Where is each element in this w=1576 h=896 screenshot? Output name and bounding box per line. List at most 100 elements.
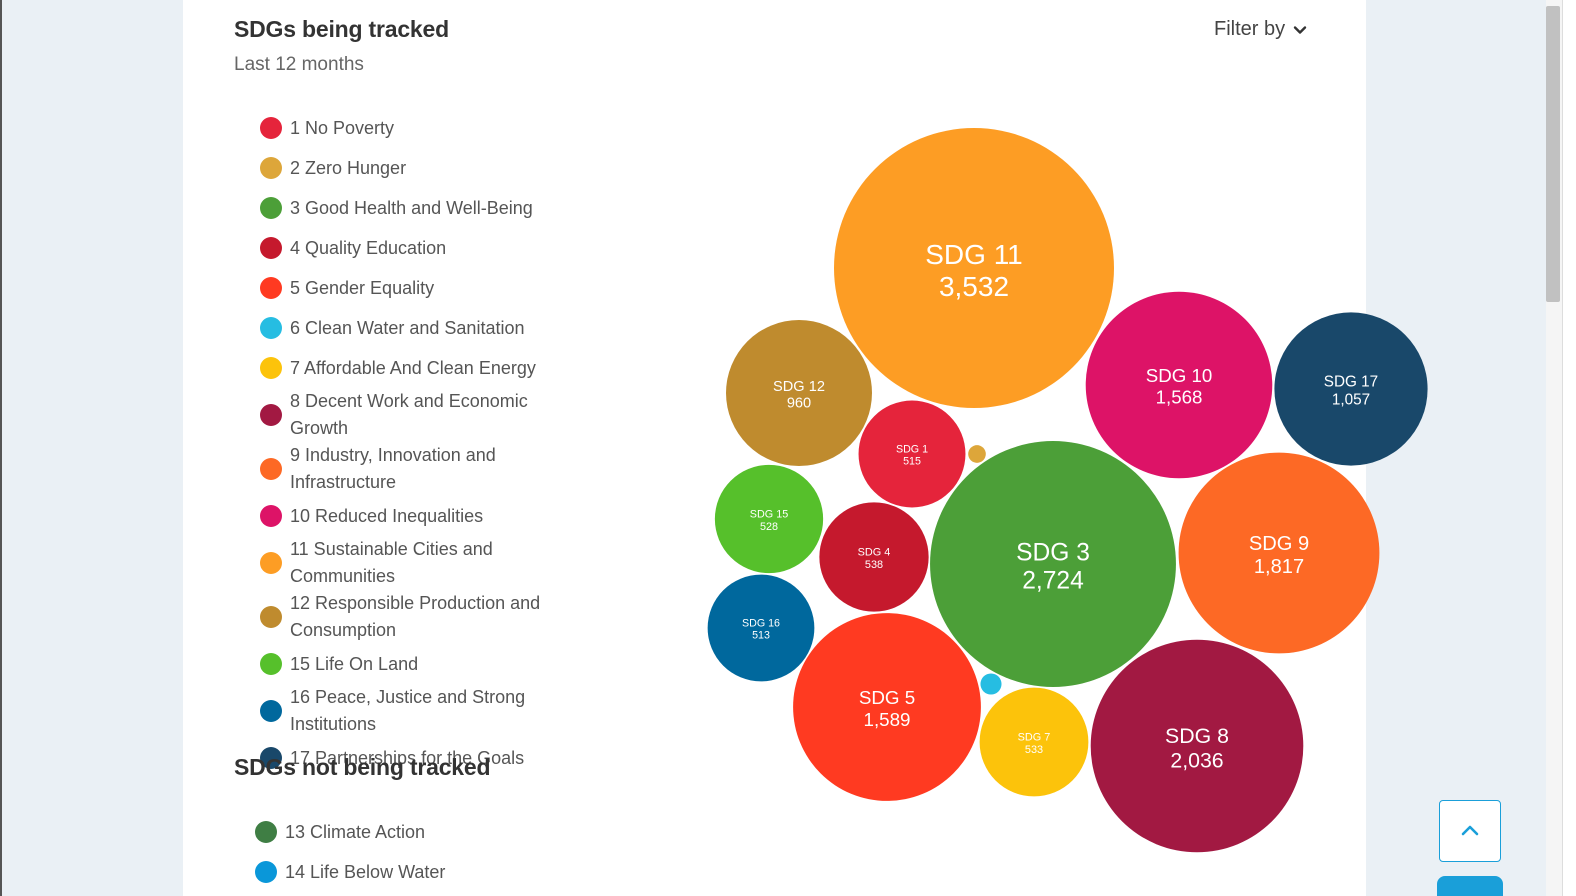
scroll-to-top-button[interactable] xyxy=(1439,800,1501,862)
bubble-value: 528 xyxy=(760,521,778,533)
bubble-sdg-17[interactable]: SDG 171,057 xyxy=(1274,312,1428,466)
bubble-label: SDG 8 xyxy=(1165,724,1229,748)
bubble-circle xyxy=(1090,639,1304,853)
filter-dropdown[interactable]: Filter by xyxy=(1214,18,1307,41)
legend-color-dot xyxy=(255,861,277,883)
bubble-label: SDG 11 xyxy=(925,239,1023,270)
bubble-sdg-11[interactable]: SDG 113,532 xyxy=(834,128,1114,408)
bubble-sdg-10[interactable]: SDG 101,568 xyxy=(1085,291,1273,479)
legend-color-dot xyxy=(260,700,282,722)
page-title: SDGs being tracked xyxy=(234,16,449,42)
legend-item[interactable]: 7 Affordable And Clean Energy xyxy=(260,348,640,388)
not-tracked-legend: 13 Climate Action 14 Life Below Water xyxy=(255,812,635,892)
legend-item[interactable]: 1 No Poverty xyxy=(260,108,640,148)
bubble-value: 1,817 xyxy=(1254,556,1304,578)
filter-label: Filter by xyxy=(1214,18,1286,40)
bubble-value: 513 xyxy=(752,630,770,642)
legend-color-dot xyxy=(260,197,282,219)
legend-color-dot xyxy=(260,747,282,769)
legend-label: 17 Partnerships for the Goals xyxy=(290,747,525,768)
legend-item[interactable]: 2 Zero Hunger xyxy=(260,148,640,188)
bubble-label: SDG 12 xyxy=(773,379,825,395)
bubble-label: SDG 5 xyxy=(859,687,915,708)
legend-label: 15 Life On Land xyxy=(290,653,419,674)
bubble-label: SDG 7 xyxy=(1018,731,1051,743)
legend-item-not-tracked[interactable]: 13 Climate Action xyxy=(255,812,635,852)
legend-item[interactable]: 5 Gender Equality xyxy=(260,268,640,308)
bubble-sdg-9[interactable]: SDG 91,817 xyxy=(1178,452,1380,654)
bubble-label: SDG 1 xyxy=(896,443,928,455)
bubble-value: 1,568 xyxy=(1156,387,1203,408)
bubble-circle xyxy=(726,320,872,466)
legend-item[interactable]: 12 Responsible Production and Consumptio… xyxy=(260,590,640,644)
bubble-small[interactable] xyxy=(968,445,986,463)
legend-label: 9 Industry, Innovation and Infrastructur… xyxy=(290,445,496,492)
legend-item[interactable]: 11 Sustainable Cities and Communities xyxy=(260,536,640,590)
legend-color-dot xyxy=(260,117,282,139)
bubble-value: 960 xyxy=(787,396,811,412)
legend-item[interactable]: 9 Industry, Innovation and Infrastructur… xyxy=(260,442,640,496)
page-subtitle: Last 12 months xyxy=(234,54,364,75)
legend-item-not-tracked[interactable]: 14 Life Below Water xyxy=(255,852,635,892)
bubble-circle xyxy=(1274,312,1428,466)
legend-color-dot xyxy=(260,277,282,299)
legend-label: 12 Responsible Production and Consumptio… xyxy=(290,593,541,640)
legend-item[interactable]: 6 Clean Water and Sanitation xyxy=(260,308,640,348)
scrollbar-thumb[interactable] xyxy=(1546,6,1560,302)
bubble-value: 515 xyxy=(903,456,921,468)
legend-item[interactable]: 4 Quality Education xyxy=(260,228,640,268)
window-edge-right xyxy=(1562,0,1576,896)
legend-label: 8 Decent Work and Economic Growth xyxy=(290,391,528,438)
bubble-label: SDG 4 xyxy=(858,546,891,558)
bubble-label: SDG 10 xyxy=(1146,365,1212,386)
bubble-circle xyxy=(793,613,981,801)
bubble-value: 1,057 xyxy=(1332,391,1370,408)
legend-item[interactable]: 10 Reduced Inequalities xyxy=(260,496,640,536)
chat-widget-tab[interactable] xyxy=(1437,876,1503,896)
bubble-circle xyxy=(1085,291,1273,479)
legend-color-dot xyxy=(260,317,282,339)
bubble-label: SDG 17 xyxy=(1324,374,1378,391)
bubble-label: SDG 16 xyxy=(742,617,780,629)
legend-label: 6 Clean Water and Sanitation xyxy=(290,317,525,338)
legend-item[interactable]: 3 Good Health and Well-Being xyxy=(260,188,640,228)
legend-color-dot xyxy=(260,357,282,379)
legend-label: 14 Life Below Water xyxy=(285,861,446,882)
bubble-sdg-8[interactable]: SDG 82,036 xyxy=(1090,639,1304,853)
bubble-small[interactable] xyxy=(980,673,1002,695)
bubble-circle xyxy=(930,441,1176,687)
window-edge xyxy=(0,0,2,896)
bubble-sdg-3[interactable]: SDG 32,724 xyxy=(930,441,1176,687)
legend-label: 4 Quality Education xyxy=(290,237,447,258)
bubble-value: 3,532 xyxy=(939,271,1009,302)
legend-label: 2 Zero Hunger xyxy=(290,157,407,178)
legend-color-dot xyxy=(260,505,282,527)
legend-color-dot xyxy=(260,458,282,480)
legend-label: 7 Affordable And Clean Energy xyxy=(290,357,536,378)
bubble-label: SDG 15 xyxy=(750,508,788,520)
legend-label: 3 Good Health and Well-Being xyxy=(290,197,533,218)
bubble-circle xyxy=(858,400,966,508)
legend-item[interactable]: 8 Decent Work and Economic Growth xyxy=(260,388,640,442)
bubble-value: 538 xyxy=(865,559,883,571)
bubble-value: 533 xyxy=(1025,744,1043,756)
legend-label: 11 Sustainable Cities and Communities xyxy=(290,539,493,586)
bubble-label: SDG 3 xyxy=(1016,539,1090,566)
legend-label: 1 No Poverty xyxy=(290,117,395,138)
bubble-value: 2,036 xyxy=(1170,748,1223,772)
legend-label: 5 Gender Equality xyxy=(290,277,435,298)
legend-item[interactable]: 15 Life On Land xyxy=(260,644,640,684)
chevron-up-icon xyxy=(1461,825,1479,836)
bubble-value: 2,724 xyxy=(1022,568,1084,595)
legend-item[interactable]: 16 Peace, Justice and Strong Institution… xyxy=(260,684,640,738)
legend-label: 10 Reduced Inequalities xyxy=(290,505,484,526)
legend-item[interactable]: 17 Partnerships for the Goals xyxy=(260,738,640,778)
bubble-sdg-5[interactable]: SDG 51,589 xyxy=(793,613,981,801)
